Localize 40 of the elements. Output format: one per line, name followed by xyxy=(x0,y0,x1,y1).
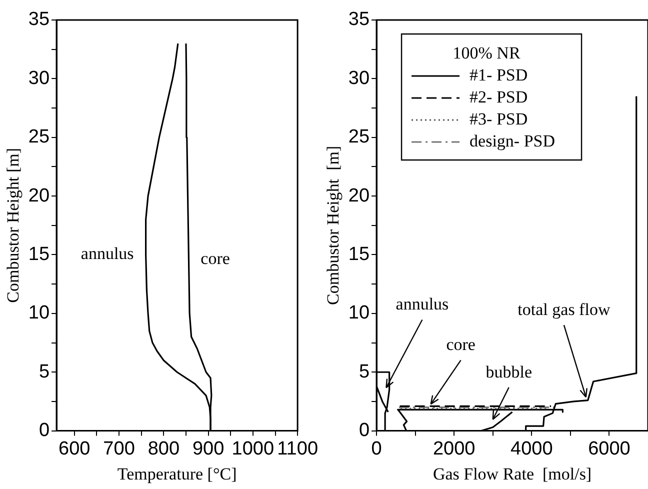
y-tick-label: 30 xyxy=(348,68,370,89)
x-axis-title: Gas Flow Rate [mol/s] xyxy=(432,464,592,484)
x-axis-title: Temperature [°C] xyxy=(117,464,237,484)
annotation: bubble xyxy=(486,362,532,382)
y-tick-label: 20 xyxy=(28,185,50,206)
x-tick-label: 700 xyxy=(103,438,135,460)
y-tick-label: 5 xyxy=(38,361,50,382)
legend-label: #2- PSD xyxy=(470,87,528,106)
y-tick-label: 0 xyxy=(38,420,50,442)
y-tick-label: 30 xyxy=(28,68,50,89)
annotation: core xyxy=(446,335,476,354)
y-tick-label: 0 xyxy=(358,420,370,442)
y-tick-label: 15 xyxy=(28,244,50,265)
y-tick-label: 10 xyxy=(348,302,370,324)
y-tick-label: 5 xyxy=(358,361,370,382)
x-tick-label: 600 xyxy=(58,438,90,460)
y-axis-title: Combustor Height [m] xyxy=(324,146,343,305)
y-tick-label: 25 xyxy=(28,126,50,148)
annotation: annulus xyxy=(396,294,449,314)
legend-label: #1- PSD xyxy=(470,65,528,84)
y-tick-label: 35 xyxy=(348,9,370,30)
x-tick-label: 6000 xyxy=(588,438,630,460)
legend-label: design- PSD xyxy=(470,131,556,150)
y-tick-label: 10 xyxy=(28,302,50,324)
annotation: total gas flow xyxy=(518,300,611,320)
x-tick-label: 4000 xyxy=(510,438,553,460)
y-tick-label: 20 xyxy=(348,185,370,206)
series-label: annulus xyxy=(80,244,134,264)
y-tick-label: 35 xyxy=(28,9,50,30)
legend-label: #3- PSD xyxy=(470,109,528,128)
y-axis-title: Combustor Height [m] xyxy=(4,148,23,303)
x-tick-label: 800 xyxy=(148,438,180,460)
legend-title: 100% NR xyxy=(452,43,521,62)
x-tick-label: 2000 xyxy=(432,438,476,460)
y-tick-label: 25 xyxy=(348,126,370,148)
x-tick-label: 1000 xyxy=(232,438,274,460)
x-tick-label: 1100 xyxy=(277,438,318,460)
series-label: core xyxy=(200,249,230,268)
x-tick-label: 900 xyxy=(192,438,224,460)
y-tick-label: 15 xyxy=(348,244,370,265)
